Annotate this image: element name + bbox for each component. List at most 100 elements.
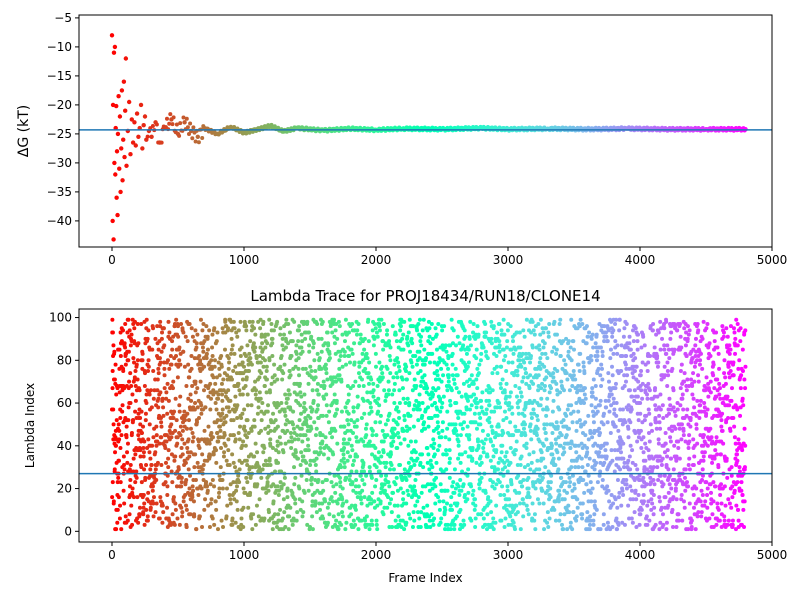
lambda-point — [202, 428, 207, 433]
lambda-point — [412, 463, 417, 468]
lambda-point — [474, 356, 479, 361]
lambda-point — [443, 435, 448, 440]
lambda-point — [288, 373, 293, 378]
lambda-point — [516, 411, 521, 416]
lambda-point — [531, 328, 536, 333]
lambda-point — [280, 516, 285, 521]
lambda-point — [345, 428, 350, 433]
lambda-point — [241, 525, 246, 530]
lambda-point — [538, 403, 543, 408]
lambda-point — [245, 343, 250, 348]
lambda-point — [528, 373, 533, 378]
lambda-point — [304, 478, 309, 483]
lambda-point — [316, 392, 321, 397]
lambda-point — [332, 473, 337, 478]
lambda-point — [593, 383, 598, 388]
lambda-point — [470, 492, 475, 497]
lambda-point — [627, 334, 632, 339]
lambda-point — [502, 409, 507, 414]
delta-g-point — [112, 160, 117, 166]
lambda-point — [383, 465, 388, 470]
lambda-point — [411, 324, 416, 329]
lambda-point — [512, 373, 517, 378]
lambda-point — [618, 443, 623, 448]
lambda-point — [133, 409, 138, 414]
lambda-point — [617, 490, 622, 495]
lambda-point — [381, 321, 386, 326]
lambda-point — [526, 463, 531, 468]
lambda-point — [235, 507, 240, 512]
lambda-point — [275, 484, 280, 489]
lambda-point — [474, 460, 479, 465]
lambda-point — [235, 403, 240, 408]
lambda-point — [337, 497, 342, 502]
lambda-point — [250, 527, 255, 532]
lambda-point — [197, 514, 202, 519]
lambda-point — [589, 358, 594, 363]
lambda-point — [371, 343, 376, 348]
lambda-point — [593, 341, 598, 346]
lambda-point — [518, 345, 523, 350]
lambda-point — [580, 516, 585, 521]
lambda-point — [679, 362, 684, 367]
lambda-point — [169, 522, 174, 527]
lambda-point — [259, 418, 264, 423]
lambda-point — [330, 330, 335, 335]
delta-g-point — [115, 131, 121, 137]
lambda-point — [425, 445, 430, 450]
lambda-point — [466, 347, 471, 352]
lambda-point — [499, 364, 504, 369]
lambda-point — [382, 505, 387, 510]
lambda-point — [473, 420, 478, 425]
lambda-point — [557, 492, 562, 497]
lambda-point — [508, 420, 513, 425]
lambda-point — [201, 463, 206, 468]
lambda-point — [173, 396, 178, 401]
lambda-point — [184, 503, 189, 508]
lambda-point — [147, 422, 152, 427]
lambda-point — [350, 448, 355, 453]
lambda-point — [257, 375, 262, 380]
lambda-point — [521, 478, 526, 483]
lambda-point — [124, 435, 129, 440]
lambda-point — [327, 351, 332, 356]
lambda-point — [490, 480, 495, 485]
lambda-point — [392, 426, 397, 431]
lambda-point — [112, 349, 117, 354]
lambda-point — [438, 520, 443, 525]
lambda-point — [159, 349, 164, 354]
lambda-point — [176, 334, 181, 339]
lambda-point — [617, 317, 622, 322]
lambda-point — [603, 398, 608, 403]
lambda-point — [354, 478, 359, 483]
lambda-point — [183, 334, 188, 339]
lambda-point — [298, 463, 303, 468]
lambda-point — [401, 332, 406, 337]
lambda-point — [475, 324, 480, 329]
lambda-point — [137, 512, 142, 517]
lambda-point — [325, 330, 330, 335]
lambda-point — [636, 379, 641, 384]
lambda-point — [308, 458, 313, 463]
lambda-point — [437, 507, 442, 512]
lambda-point — [181, 349, 186, 354]
lambda-point — [681, 433, 686, 438]
delta-g-point — [119, 146, 124, 151]
lambda-point — [306, 330, 311, 335]
lambda-point — [320, 480, 325, 485]
lambda-point — [571, 409, 576, 414]
lambda-point — [614, 317, 619, 322]
lambda-point — [349, 469, 354, 474]
lambda-point — [374, 518, 379, 523]
lambda-point — [480, 390, 485, 395]
lambda-point — [467, 407, 472, 412]
lambda-point — [393, 332, 398, 337]
lambda-point — [371, 381, 376, 386]
lambda-point — [358, 497, 363, 502]
lambda-point — [402, 437, 407, 442]
lambda-point — [317, 501, 322, 506]
lambda-point — [498, 381, 503, 386]
lambda-point — [377, 324, 382, 329]
lambda-point — [656, 360, 661, 365]
lambda-point — [281, 371, 286, 376]
